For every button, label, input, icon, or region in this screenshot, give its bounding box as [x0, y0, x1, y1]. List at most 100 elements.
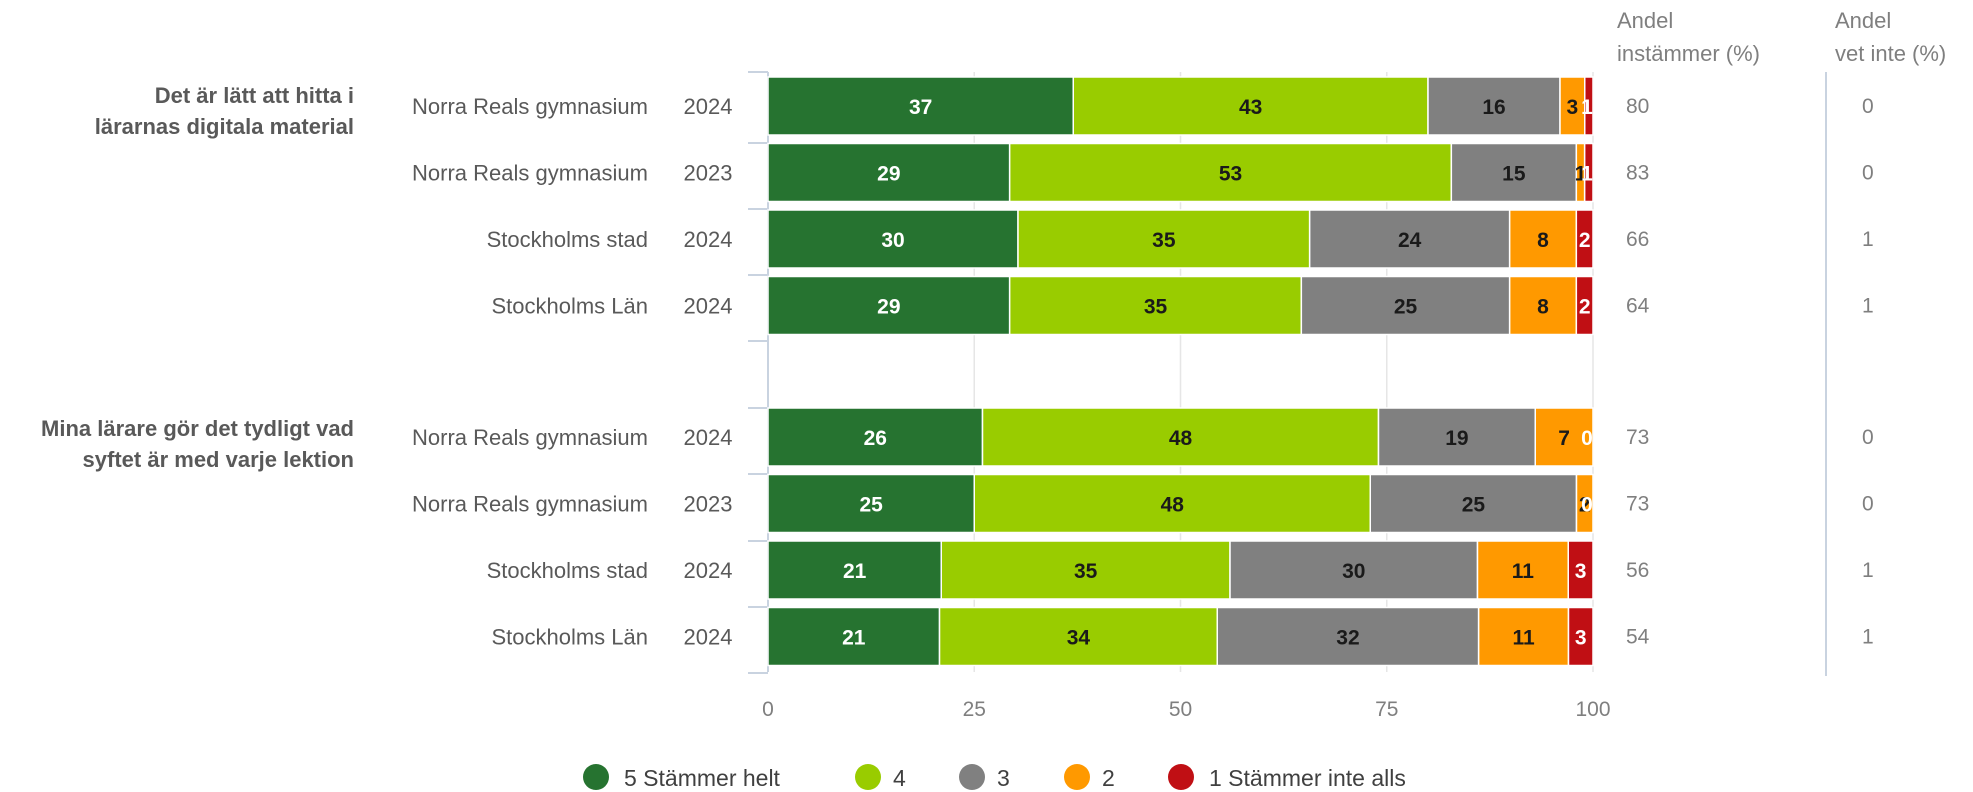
bar-segment [767, 275, 1011, 336]
bar-segment [1216, 606, 1480, 667]
bar-segment [1575, 209, 1594, 269]
agree-value: 56 [1626, 559, 1649, 582]
row-year: 2024 [684, 94, 733, 119]
data-label: 34 [1067, 627, 1091, 650]
legend-swatch [1064, 764, 1090, 790]
row-year: 2024 [684, 227, 733, 252]
bar-segment [767, 76, 1074, 136]
data-label: 16 [1482, 96, 1505, 119]
data-label: 30 [1342, 560, 1365, 583]
data-label: 48 [1161, 494, 1185, 517]
bar-segment [1508, 275, 1578, 336]
bar-segment [1575, 275, 1594, 336]
dontknow-value: 1 [1862, 626, 1874, 649]
x-tick-label: 75 [1375, 698, 1398, 721]
legend-swatch [855, 764, 881, 790]
question-label: Mina lärare gör det tydligt vad [41, 416, 354, 441]
bar-segment [1308, 209, 1511, 269]
agree-value: 73 [1626, 493, 1649, 516]
data-label: 37 [909, 96, 932, 119]
data-label: 35 [1144, 296, 1168, 319]
x-tick-label: 25 [963, 698, 986, 721]
bar-segment [767, 209, 1019, 269]
data-label: 29 [877, 296, 900, 319]
data-label: 25 [859, 494, 883, 517]
dontknow-header: Andel [1835, 8, 1891, 33]
dontknow-value: 1 [1862, 228, 1874, 251]
row-year: 2024 [684, 558, 733, 583]
data-label: 26 [864, 427, 887, 450]
row-label: Norra Reals gymnasium [412, 425, 648, 450]
legend: 5 Stämmer helt 4 3 2 1 Stämmer inte alls [583, 764, 1406, 791]
row-labels: Det är lätt att hitta i lärarnas digitala… [41, 83, 732, 650]
bar-segment [1575, 473, 1594, 534]
extra-columns: Andel instämmer (%) Andel vet inte (%) 80 0 83… [1617, 8, 1946, 676]
legend-label: 4 [893, 765, 906, 791]
data-label: 35 [1074, 560, 1098, 583]
data-label: 0 [1581, 494, 1593, 517]
bar-segment [1377, 407, 1536, 467]
agree-value: 64 [1626, 295, 1650, 318]
data-label: 1 [1575, 163, 1587, 186]
row-label: Stockholms Län [491, 294, 648, 319]
agree-value: 73 [1626, 426, 1649, 449]
x-tick-label: 100 [1575, 698, 1610, 721]
bar-segment [1008, 142, 1453, 203]
x-tick-label: 50 [1169, 698, 1192, 721]
dontknow-value: 1 [1862, 295, 1874, 318]
data-label: 21 [843, 560, 867, 583]
data-label: 3 [1575, 560, 1587, 583]
bar-segment [767, 407, 984, 467]
legend-label: 2 [1102, 765, 1115, 791]
data-label: 3 [1575, 627, 1587, 650]
data-label: 15 [1502, 163, 1526, 186]
data-label: 7 [1558, 427, 1570, 450]
dontknow-value: 0 [1862, 493, 1874, 516]
bar-segment [767, 606, 941, 667]
row-label: Stockholms stad [487, 558, 648, 583]
data-label: 19 [1445, 427, 1468, 450]
x-tick-label: 0 [762, 698, 774, 721]
row-year: 2024 [684, 294, 733, 319]
bar-segment [1508, 209, 1578, 269]
dontknow-value: 0 [1862, 95, 1874, 118]
bar-segment [1584, 76, 1594, 136]
legend-swatch [1168, 764, 1194, 790]
dontknow-value: 0 [1862, 162, 1874, 185]
row-label: Norra Reals gymnasium [412, 492, 648, 517]
data-label: 25 [1394, 296, 1418, 319]
bar-segment [940, 540, 1231, 600]
bar-segment [938, 606, 1219, 667]
legend-swatch [959, 764, 985, 790]
legend-label: 5 Stämmer helt [624, 765, 781, 791]
question-label: lärarnas digitala material [95, 114, 354, 139]
bar-segment [1567, 606, 1594, 667]
data-label: 11 [1512, 627, 1535, 650]
row-year: 2024 [684, 625, 733, 650]
dontknow-header: vet inte (%) [1835, 41, 1946, 66]
bar-segment [1559, 76, 1586, 136]
question-label: syftet är med varje lektion [83, 447, 354, 472]
question-label: Det är lätt att hitta i [155, 83, 354, 108]
dontknow-value: 0 [1862, 426, 1874, 449]
data-label: 2 [1579, 296, 1591, 319]
bar-segment [973, 473, 1371, 534]
row-label: Norra Reals gymnasium [412, 94, 648, 119]
data-label: 0 [1581, 427, 1593, 450]
data-label: 21 [842, 627, 866, 650]
data-label: 8 [1537, 229, 1549, 252]
dontknow-value: 1 [1862, 559, 1874, 582]
bar-segment [1477, 606, 1570, 667]
data-label: 1 [1581, 163, 1593, 186]
data-label: 2 [1579, 494, 1591, 517]
row-year: 2023 [684, 161, 733, 186]
data-label: 32 [1336, 627, 1359, 650]
data-label: 24 [1398, 229, 1422, 252]
bar-segment [981, 407, 1380, 467]
row-label: Stockholms Län [491, 625, 648, 650]
bar-segment [1369, 473, 1578, 534]
bar-segment [1072, 76, 1429, 136]
row-label: Stockholms stad [487, 227, 648, 252]
